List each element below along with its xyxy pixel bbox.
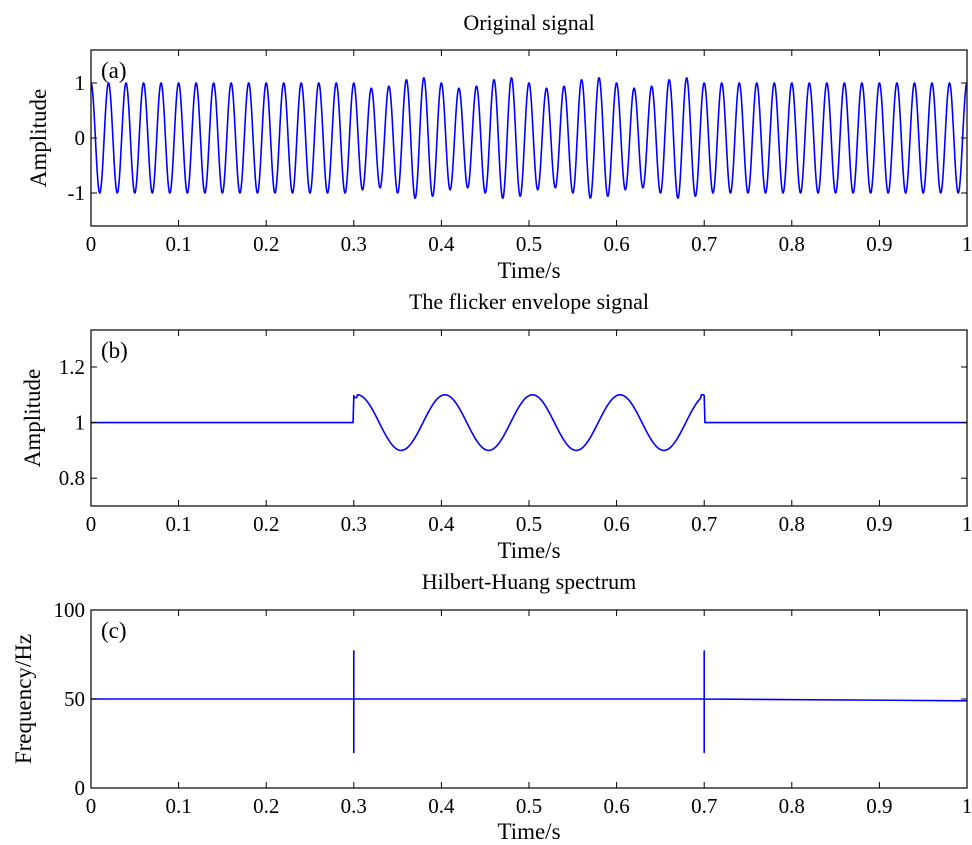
- panel-a-title: Original signal: [463, 10, 594, 35]
- panel-c-ytick-label: 100: [54, 598, 86, 622]
- panel-b-title: The flicker envelope signal: [409, 289, 649, 314]
- panel-b-ylabel: Amplitude: [20, 369, 45, 467]
- panel-c: Hilbert-Huang spectrum (c) Time/s Freque…: [11, 569, 972, 844]
- panel-c-title: Hilbert-Huang spectrum: [422, 569, 636, 594]
- panel-b-xtick-label: 0.7: [691, 512, 717, 536]
- panel-a-xtick-label: 0: [86, 232, 97, 256]
- panel-a-ytick-label: 0: [75, 126, 86, 150]
- panel-c-xtick-label: 0: [86, 794, 97, 818]
- panel-a-xtick-label: 0.1: [165, 232, 191, 256]
- panel-b-xtick-label: 0.4: [428, 512, 455, 536]
- panel-a-ytick-label: 1: [75, 71, 86, 95]
- panel-b-xtick-label: 0.1: [165, 512, 191, 536]
- panel-c-xtick-label: 0.2: [253, 794, 279, 818]
- panel-c-xtick-label: 0.6: [603, 794, 629, 818]
- panel-a: Original signal (a) Time/s Amplitude 0 0.…: [26, 10, 972, 283]
- panel-a-label: (a): [101, 58, 127, 83]
- panel-a-xtick-label: 0.7: [691, 232, 717, 256]
- panel-c-series-line: [91, 650, 968, 754]
- panel-c-xtick-label: 0.9: [866, 794, 892, 818]
- panel-b-ytick-label: 1: [75, 411, 86, 435]
- panel-a-xtick-label: 0.8: [779, 232, 805, 256]
- panel-b-ytick-label: 1.2: [59, 355, 85, 379]
- panel-c-ytick-label: 0: [75, 776, 86, 800]
- panel-b-xtick-label: 0.8: [779, 512, 805, 536]
- panel-a-xtick-label: 0.5: [516, 232, 542, 256]
- panel-b-xtick-label: 0.5: [516, 512, 542, 536]
- panel-c-ytick-label: 50: [64, 687, 85, 711]
- panel-a-xlabel: Time/s: [497, 258, 560, 283]
- panel-b-xtick-label: 0.3: [341, 512, 367, 536]
- panel-b-xtick-label: 1: [962, 512, 972, 536]
- panel-b-plot-area: [90, 393, 968, 452]
- panel-a-xtick-label: 1: [962, 232, 972, 256]
- panel-a-series-line: [90, 76, 968, 200]
- panel-c-xtick-label: 0.5: [516, 794, 542, 818]
- panel-c-xtick-label: 0.7: [691, 794, 717, 818]
- panel-b-xtick-label: 0.9: [866, 512, 892, 536]
- panel-a-xtick-label: 0.6: [603, 232, 629, 256]
- panel-a-xtick-label: 0.2: [253, 232, 279, 256]
- panel-a-xtick-label: 0.9: [866, 232, 892, 256]
- panel-c-xtick-label: 0.1: [165, 794, 191, 818]
- panel-b-ytick-label: 0.8: [59, 466, 85, 490]
- panel-a-axes-box: [90, 49, 968, 227]
- panel-a-xtick-label: 0.3: [341, 232, 367, 256]
- panel-c-xtick-label: 0.4: [428, 794, 455, 818]
- panel-c-xtick-label: 0.3: [341, 794, 367, 818]
- panel-b-xlabel: Time/s: [497, 538, 560, 563]
- panel-c-xtick-label: 1: [962, 794, 972, 818]
- panel-a-ytick-label: -1: [68, 181, 86, 205]
- panel-b-series-line: [90, 393, 968, 452]
- panel-b-xtick-label: 0.6: [603, 512, 629, 536]
- panel-c-plot-area: [91, 650, 968, 754]
- panel-b-xtick-label: 0: [86, 512, 97, 536]
- panel-b-xtick-label: 0.2: [253, 512, 279, 536]
- panel-a-xtick-label: 0.4: [428, 232, 455, 256]
- panel-c-xlabel: Time/s: [497, 819, 560, 844]
- panel-a-plot-area: [90, 76, 968, 200]
- panel-c-xtick-label: 0.8: [779, 794, 805, 818]
- panel-b-axes-box: [90, 329, 968, 507]
- panel-c-ylabel: Frequency/Hz: [11, 634, 36, 764]
- panel-b: The flicker envelope signal (b) Time/s A…: [20, 289, 972, 563]
- panel-a-ylabel: Amplitude: [26, 89, 51, 187]
- panel-c-label: (c): [101, 618, 127, 643]
- panel-b-label: (b): [101, 338, 128, 363]
